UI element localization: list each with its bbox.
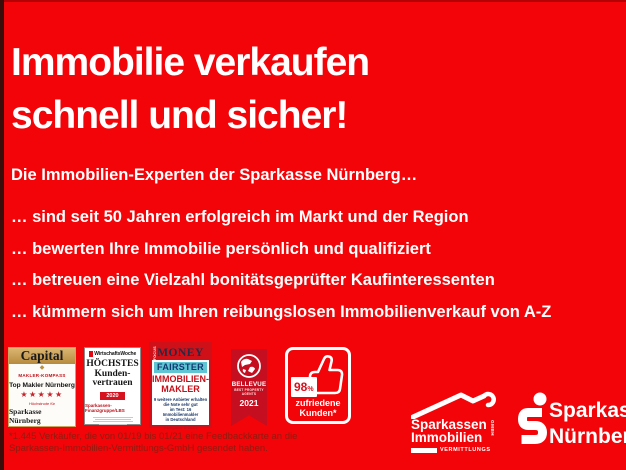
- footnote-line: *1.445 Verkäufer, die von 01/19 bis 01/2…: [9, 431, 298, 442]
- focus-logo-text: FOCUS: [153, 346, 157, 361]
- thumbs-up-icon: [308, 354, 344, 395]
- bellevue-year: 2021: [239, 398, 259, 408]
- bullet-item: … bewerten Ihre Immobilie persönlich und…: [11, 239, 431, 258]
- bellevue-subtitle: BEST PROPERTY: [234, 388, 264, 392]
- wiwo-title: HÖCHSTES: [86, 359, 139, 369]
- diamond-icon: ◆: [39, 365, 45, 371]
- bullet-item: … kümmern sich um Ihren reibungslosen Im…: [11, 302, 552, 321]
- headline: Immobilie verkaufen schnell und sicher!: [11, 36, 370, 142]
- roofline-icon: [411, 391, 496, 419]
- gmbh-suffix: GMBH: [489, 420, 495, 437]
- bellevue-brand: BELLEVUE: [231, 381, 267, 388]
- logo-bar-icon: [411, 447, 437, 453]
- wiwo-title: vertrauen: [92, 378, 133, 388]
- vermittlungs-row: VERMITTLUNGS: [411, 447, 518, 453]
- wiwo-year-badge: 2020: [100, 391, 125, 400]
- left-edge-shadow: [0, 0, 4, 470]
- bullet-list: … sind seit 50 Jahren erfolgreich im Mar…: [11, 208, 551, 334]
- bullet-item: … sind seit 50 Jahren erfolgreich im Mar…: [11, 208, 469, 226]
- capital-logo: Capital: [9, 348, 75, 364]
- money-note: 9 weitere Anbieter erhalten: [153, 397, 208, 402]
- capital-award-title: Top Makler Nürnberg: [9, 382, 75, 389]
- satisfied-customers-badge: 98% zufriedene Kunden*: [285, 347, 351, 424]
- focus-money-logo: FOCUS MONEY: [152, 345, 209, 360]
- sparkasse-wordmark: Sparkasse Nürnberg: [549, 399, 626, 448]
- money-issue: Ausgabe 6/2021: [163, 425, 198, 430]
- five-stars-icon: ★★★★★: [20, 390, 64, 399]
- sparkasse-s-icon: [517, 392, 548, 444]
- money-note: in Deutschland: [165, 417, 196, 422]
- globe-icon: [237, 354, 261, 378]
- top-edge-shadow: [4, 0, 626, 2]
- footnote: *1.445 Verkäufer, die von 01/19 bis 01/2…: [9, 431, 297, 454]
- wiwo-title: Kunden-: [94, 368, 131, 379]
- focus-money-seal: FOCUS MONEY FAIRSTER IMMOBILIEN- MAKLER …: [149, 342, 212, 430]
- wiwo-logo-mark-icon: [88, 351, 93, 357]
- percent-box: 98%: [291, 377, 317, 397]
- intro-text: Die Immobilien-Experten der Sparkasse Nü…: [11, 166, 418, 184]
- sparkassen-immobilien-logo: Sparkassen Immobilien GMBH VERMITTLUNGS: [403, 391, 518, 453]
- capital-recipient: Sparkasse Nürnberg: [9, 407, 42, 425]
- percent-value: 98: [294, 380, 308, 394]
- money-award-title: IMMOBILIEN-: [152, 374, 209, 384]
- footnote-line: Sparkassen-Immobilien-Vermittlungs-GmbH …: [9, 442, 268, 454]
- headline-line2: schnell und sicher!: [11, 94, 348, 137]
- bullet-item: … betreuen eine Vielzahl bonitätsgeprüft…: [11, 271, 495, 289]
- immobilien-wordmark: Sparkassen Immobilien GMBH: [411, 417, 495, 445]
- bellevue-award-ribbon: BELLEVUE BEST PROPERTY AGENTS 2021: [231, 349, 267, 426]
- money-note: im Test: 16 Immobilienmakler: [162, 407, 199, 417]
- headline-line1: Immobilie verkaufen: [11, 41, 370, 84]
- money-award-title: MAKLER: [161, 383, 200, 394]
- bellevue-subtitle: AGENTS: [241, 392, 257, 396]
- capital-note: Höchstnote für: [28, 401, 55, 406]
- wirtschaftswoche-seal: WirtschaftsWoche HÖCHSTES Kunden- vertra…: [84, 347, 141, 425]
- fairster-band: FAIRSTER: [154, 362, 207, 373]
- wiwo-recipient: Sparkassen-Finanzgruppe/LBS: [85, 402, 125, 413]
- money-note: die Note sehr gut: [163, 402, 198, 407]
- satisfied-label: zufriedene Kunden*: [295, 398, 341, 418]
- wirtschaftswoche-logo: WirtschaftsWoche: [88, 351, 136, 357]
- capital-category: MAKLER-KOMPASS: [18, 373, 66, 378]
- capital-award-seal: Capital ◆ MAKLER-KOMPASS Top Makler Nürn…: [8, 347, 76, 427]
